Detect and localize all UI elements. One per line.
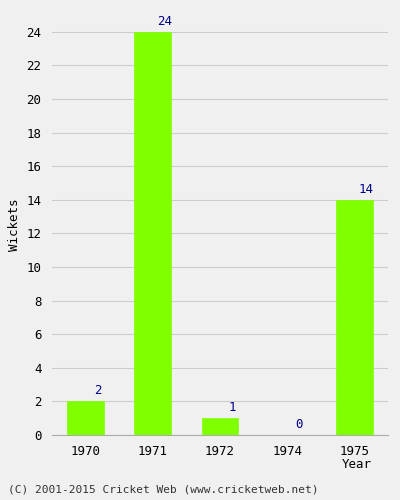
Text: 14: 14 — [359, 182, 374, 196]
Bar — [134, 32, 171, 435]
Y-axis label: Wickets: Wickets — [8, 198, 21, 251]
Text: 24: 24 — [158, 14, 172, 28]
Bar — [336, 200, 373, 435]
Bar — [202, 418, 238, 435]
Text: 2: 2 — [94, 384, 102, 397]
Bar — [67, 402, 104, 435]
Text: (C) 2001-2015 Cricket Web (www.cricketweb.net): (C) 2001-2015 Cricket Web (www.cricketwe… — [8, 485, 318, 495]
Text: 1: 1 — [228, 401, 236, 414]
Text: 0: 0 — [296, 418, 303, 431]
Text: Year: Year — [342, 458, 372, 470]
